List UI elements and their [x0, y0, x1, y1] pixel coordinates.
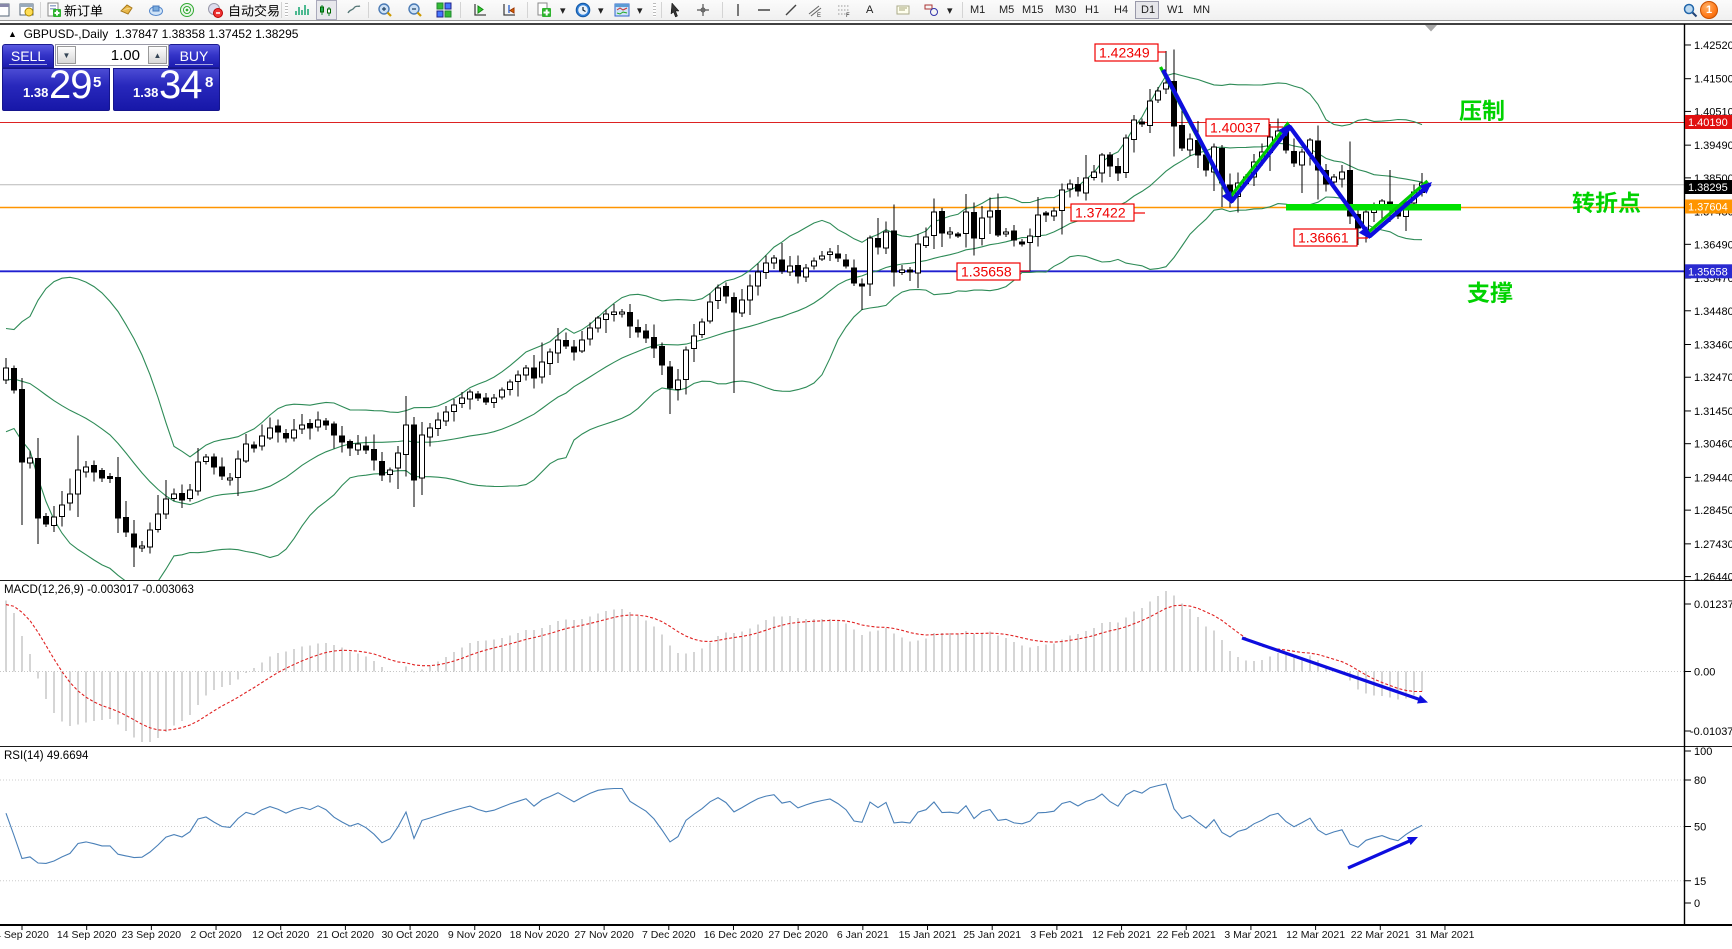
- svg-text:1.35658: 1.35658: [961, 264, 1012, 280]
- svg-text:1.41500: 1.41500: [1694, 74, 1732, 86]
- svg-text:1.31450: 1.31450: [1694, 406, 1732, 418]
- svg-text:1.39490: 1.39490: [1694, 140, 1732, 152]
- svg-text:1.35658: 1.35658: [1688, 266, 1728, 278]
- svg-text:1.29440: 1.29440: [1694, 472, 1732, 484]
- svg-text:15 Jan 2021: 15 Jan 2021: [899, 929, 957, 941]
- svg-text:RSI(14) 49.6694: RSI(14) 49.6694: [4, 750, 89, 762]
- svg-text:100: 100: [1694, 746, 1712, 758]
- svg-text:1.37604: 1.37604: [1688, 202, 1728, 214]
- svg-text:1.37422: 1.37422: [1075, 205, 1126, 221]
- svg-text:50: 50: [1694, 822, 1706, 834]
- svg-text:18 Nov 2020: 18 Nov 2020: [510, 929, 570, 941]
- svg-text:27 Dec 2020: 27 Dec 2020: [768, 929, 828, 941]
- svg-text:E: E: [817, 13, 821, 18]
- svg-text:31 Mar 2021: 31 Mar 2021: [1415, 929, 1474, 941]
- svg-text:1.26440: 1.26440: [1694, 572, 1732, 584]
- svg-text:1.32470: 1.32470: [1694, 372, 1732, 384]
- svg-text:3 Mar 2021: 3 Mar 2021: [1224, 929, 1277, 941]
- svg-text:0.012372: 0.012372: [1694, 599, 1732, 611]
- svg-text:22 Feb 2021: 22 Feb 2021: [1157, 929, 1216, 941]
- svg-text:14 Sep 2020: 14 Sep 2020: [57, 929, 117, 941]
- svg-text:27 Nov 2020: 27 Nov 2020: [574, 929, 634, 941]
- svg-text:1.33460: 1.33460: [1694, 340, 1732, 352]
- svg-text:1.40037: 1.40037: [1210, 120, 1261, 136]
- svg-text:12 Feb 2021: 12 Feb 2021: [1092, 929, 1151, 941]
- svg-text:15: 15: [1694, 876, 1706, 888]
- svg-text:1.36490: 1.36490: [1694, 239, 1732, 251]
- svg-text:1.36661: 1.36661: [1298, 230, 1349, 246]
- svg-text:80: 80: [1694, 775, 1706, 787]
- svg-text:1.42349: 1.42349: [1099, 45, 1150, 61]
- svg-text:30 Oct 2020: 30 Oct 2020: [381, 929, 438, 941]
- svg-text:12 Mar 2021: 12 Mar 2021: [1286, 929, 1345, 941]
- svg-text:1.30460: 1.30460: [1694, 439, 1732, 451]
- svg-text:23 Sep 2020: 23 Sep 2020: [122, 929, 182, 941]
- svg-text:22 Mar 2021: 22 Mar 2021: [1351, 929, 1410, 941]
- svg-text:F: F: [846, 13, 850, 18]
- svg-text:6 Jan 2021: 6 Jan 2021: [837, 929, 889, 941]
- svg-text:2 Oct 2020: 2 Oct 2020: [190, 929, 242, 941]
- svg-text:1.28450: 1.28450: [1694, 505, 1732, 517]
- svg-text:0.00: 0.00: [1694, 667, 1715, 679]
- svg-text:21 Oct 2020: 21 Oct 2020: [317, 929, 374, 941]
- svg-text:1.27430: 1.27430: [1694, 539, 1732, 551]
- svg-text:0: 0: [1694, 898, 1700, 910]
- svg-text:1.42520: 1.42520: [1694, 40, 1732, 52]
- svg-text:MACD(12,26,9) -0.003017 -0.003: MACD(12,26,9) -0.003017 -0.003063: [4, 584, 194, 596]
- svg-text:7 Dec 2020: 7 Dec 2020: [642, 929, 696, 941]
- svg-text:12 Oct 2020: 12 Oct 2020: [252, 929, 309, 941]
- svg-text:16 Dec 2020: 16 Dec 2020: [704, 929, 764, 941]
- svg-text:25 Jan 2021: 25 Jan 2021: [963, 929, 1021, 941]
- svg-text:4 Sep 2020: 4 Sep 2020: [0, 929, 49, 941]
- svg-text:1.34480: 1.34480: [1694, 306, 1732, 318]
- svg-text:-0.010374: -0.010374: [1690, 726, 1732, 738]
- svg-text:3 Feb 2021: 3 Feb 2021: [1030, 929, 1083, 941]
- svg-text:1.40190: 1.40190: [1688, 117, 1728, 129]
- svg-text:9 Nov 2020: 9 Nov 2020: [448, 929, 502, 941]
- svg-text:1.38295: 1.38295: [1688, 182, 1728, 194]
